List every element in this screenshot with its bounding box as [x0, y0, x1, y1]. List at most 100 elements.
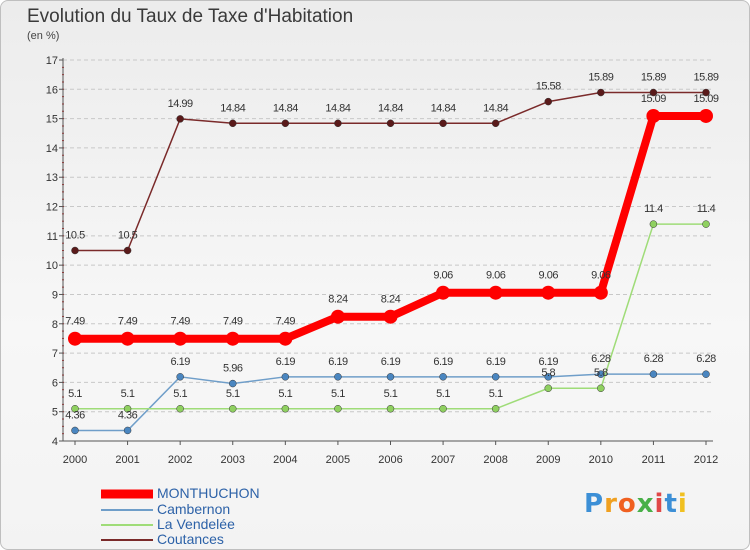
- data-point: [123, 426, 132, 435]
- data-label: 7.49: [223, 316, 243, 328]
- data-point: [334, 373, 342, 381]
- x-tick-label: 2003: [221, 454, 245, 466]
- data-point: [439, 405, 447, 413]
- data-point: [278, 331, 293, 346]
- data-point: [386, 373, 395, 381]
- x-tick-label: 2006: [378, 454, 402, 466]
- data-point: [386, 119, 395, 128]
- logo-letter: r: [604, 489, 618, 519]
- y-tick-label: 15: [46, 114, 58, 126]
- data-point: [173, 331, 188, 346]
- data-label: 8.24: [328, 294, 348, 306]
- data-label: 5.8: [541, 367, 555, 379]
- data-label: 15.89: [588, 72, 613, 84]
- data-point: [436, 285, 451, 300]
- data-point: [541, 285, 556, 300]
- data-label: 9.06: [539, 270, 559, 282]
- data-label: 5.96: [223, 363, 243, 375]
- x-tick-label: 2008: [483, 454, 507, 466]
- data-label: 5.1: [331, 388, 345, 400]
- data-point: [176, 115, 184, 123]
- data-point: [702, 220, 710, 228]
- chart-title: Evolution du Taux de Taxe d'Habitation: [27, 6, 354, 27]
- data-label: 6.19: [381, 356, 401, 368]
- x-tick-label: 2012: [694, 454, 718, 466]
- data-point: [229, 405, 237, 413]
- data-label: 5.8: [594, 367, 608, 379]
- data-label: 6.19: [486, 356, 506, 368]
- y-tick-label: 12: [46, 202, 58, 214]
- y-tick-label: 4: [52, 436, 58, 448]
- data-label: 11.4: [697, 203, 716, 215]
- data-point: [544, 97, 552, 106]
- data-label: 14.84: [483, 102, 508, 114]
- legend-swatch: [101, 524, 153, 526]
- data-label: 15.58: [536, 81, 561, 93]
- data-label: 14.84: [325, 102, 350, 114]
- legend-swatch: [101, 489, 153, 499]
- logo-letter: t: [664, 489, 678, 519]
- data-point: [491, 119, 500, 128]
- data-label: 8.24: [381, 294, 401, 306]
- data-point: [334, 405, 342, 413]
- data-label: 5.1: [68, 388, 82, 400]
- x-tick-label: 2004: [273, 454, 297, 466]
- y-tick-label: 7: [52, 348, 58, 360]
- y-tick-label: 17: [46, 55, 58, 67]
- data-point: [123, 246, 132, 255]
- legend-label: MONTHUCHON: [157, 485, 260, 501]
- data-label: 14.84: [378, 102, 403, 114]
- x-tick-label: 2005: [326, 454, 350, 466]
- data-label: 14.84: [431, 102, 456, 114]
- logo-letter: o: [617, 489, 637, 519]
- data-label: 10.5: [65, 230, 85, 242]
- data-point: [597, 384, 605, 392]
- data-label: 6.28: [696, 353, 716, 365]
- data-point: [702, 370, 710, 378]
- logo-letter: x: [636, 489, 655, 519]
- legend-label: Coutances: [157, 531, 224, 547]
- data-point: [646, 108, 661, 123]
- series-line-coutances: [74, 91, 707, 252]
- data-label: 14.84: [273, 102, 298, 114]
- data-label: 7.49: [118, 316, 138, 328]
- data-point: [176, 373, 184, 381]
- logo-letter: i: [677, 489, 688, 519]
- data-label: 14.84: [220, 102, 245, 114]
- data-label: 6.19: [433, 356, 453, 368]
- y-tick-label: 9: [52, 289, 58, 301]
- data-point: [176, 405, 184, 413]
- data-point: [491, 373, 500, 381]
- data-point: [386, 405, 395, 413]
- logo-letter: P: [584, 489, 605, 519]
- data-label: 6.19: [539, 356, 559, 368]
- data-point: [491, 405, 500, 413]
- legend-label: La Vendelée: [157, 516, 235, 532]
- data-point: [281, 405, 290, 413]
- data-label: 6.19: [170, 356, 190, 368]
- x-tick-label: 2000: [63, 454, 87, 466]
- data-point: [229, 119, 237, 128]
- x-tick-label: 2002: [168, 454, 192, 466]
- y-tick-label: 13: [46, 172, 58, 184]
- y-tick-label: 6: [52, 377, 58, 389]
- x-tick-label: 2010: [589, 454, 613, 466]
- data-label: 7.49: [65, 316, 85, 328]
- data-label: 15.09: [641, 93, 666, 105]
- data-label: 9.06: [433, 270, 453, 282]
- legend-swatch: [101, 509, 153, 511]
- legend-swatch: [101, 539, 153, 541]
- y-tick-label: 16: [46, 84, 58, 96]
- data-point: [593, 285, 608, 300]
- data-label: 9.06: [591, 270, 611, 282]
- data-label: 6.19: [328, 356, 348, 368]
- data-point: [229, 379, 237, 388]
- data-point: [439, 119, 447, 128]
- data-point: [544, 384, 552, 392]
- data-label: 11.4: [644, 203, 663, 215]
- y-tick-label: 5: [52, 407, 58, 419]
- data-label: 4.36: [65, 409, 85, 421]
- data-label: 5.1: [384, 388, 398, 400]
- data-point: [71, 246, 79, 255]
- data-label: 6.28: [644, 353, 664, 365]
